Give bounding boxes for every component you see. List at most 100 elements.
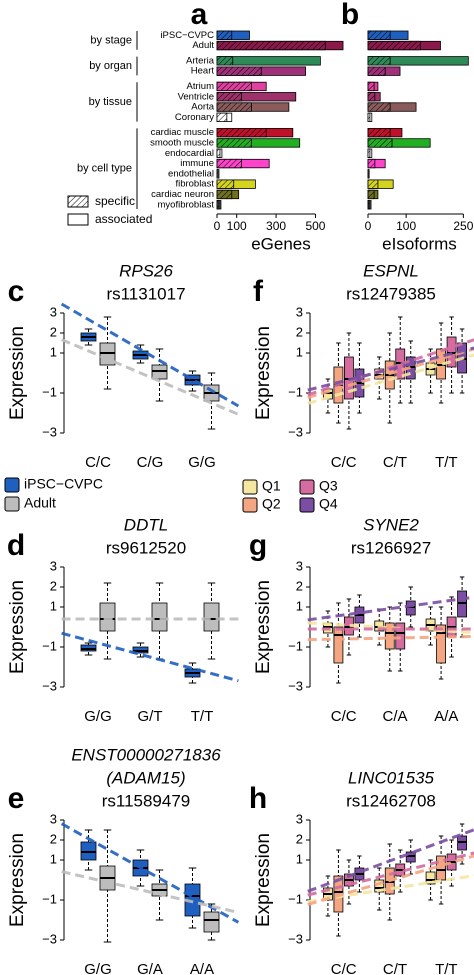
y-tick-label: −1 — [42, 891, 57, 906]
fit-line — [307, 338, 474, 397]
y-axis-label: Expression — [253, 326, 274, 420]
hatch-overlay — [217, 128, 267, 137]
box — [384, 622, 395, 650]
legend-label: Q3 — [319, 478, 338, 494]
x-tick-label: 300 — [266, 219, 286, 233]
y-tick-label: −3 — [42, 424, 57, 439]
y-tick-label: 1 — [50, 344, 57, 359]
hatch-overlay — [368, 92, 375, 101]
y-tick-label: −1 — [288, 384, 303, 399]
box — [333, 626, 344, 664]
panel-title: RPS26 — [119, 261, 173, 280]
category-label: cardiac muscle — [151, 127, 214, 138]
y-tick-label: 2 — [50, 324, 57, 339]
box — [436, 624, 446, 664]
x-tick-label: A/A — [190, 961, 214, 975]
x-tick-label: C/C — [85, 454, 111, 471]
fit-line — [307, 634, 474, 642]
category-label: Ventricle — [178, 91, 214, 102]
y-tick-label: −3 — [42, 931, 57, 946]
hatch-overlay — [368, 56, 391, 66]
y-tick-label: 1 — [296, 344, 303, 359]
box — [395, 622, 406, 650]
panel-title: ESPNL — [363, 261, 419, 280]
y-axis-label: Expression — [253, 833, 274, 927]
hatch-overlay — [368, 179, 378, 189]
panel-title: LINC01535 — [348, 768, 435, 787]
panel-letter: e — [8, 782, 25, 815]
x-tick-label: C/T — [383, 454, 407, 471]
legend-swatch — [299, 497, 315, 513]
legend-label: Q2 — [262, 496, 281, 512]
hatch-overlay — [217, 41, 326, 50]
y-axis-label: Expression — [253, 580, 274, 674]
category-label: immune — [180, 158, 214, 169]
fit-line — [61, 631, 239, 683]
legend-swatch — [299, 479, 315, 495]
x-tick-label: C/C — [331, 961, 357, 975]
hatch-overlay — [217, 82, 252, 91]
hatch-overlay — [217, 200, 219, 209]
x-tick-label: G/A — [137, 961, 163, 975]
x-tick-label: G/G — [188, 454, 216, 471]
panel-title: ENST00000271836 — [71, 745, 221, 764]
x-tick-label: T/T — [191, 708, 214, 725]
fit-line — [307, 347, 474, 399]
panel-subtitle: rs12462708 — [346, 791, 436, 810]
category-label: Atrium — [187, 81, 215, 92]
hatch-overlay — [217, 102, 252, 112]
panel-subtitle: rs12479385 — [346, 284, 436, 303]
category-label: endothelial — [168, 168, 214, 179]
hatch-overlay — [368, 138, 393, 148]
y-tick-label: 2 — [50, 831, 57, 846]
legend-label: associated — [95, 212, 152, 226]
panel-subtitle: rs11589479 — [102, 791, 191, 810]
y-tick-label: 2 — [296, 831, 303, 846]
hatch-overlay — [368, 113, 370, 122]
y-tick-label: 1 — [50, 598, 57, 613]
x-tick-label: 250 — [453, 219, 473, 233]
panel-letter: a — [191, 0, 208, 31]
legend-swatch — [242, 479, 258, 495]
y-tick-label: 3 — [50, 304, 57, 319]
x-tick-label: 500 — [305, 219, 325, 233]
hatch-overlay — [217, 179, 234, 189]
y-tick-label: 1 — [296, 598, 303, 613]
category-label: Adult — [192, 40, 214, 51]
x-tick-label: T/T — [435, 961, 458, 975]
hatch-overlay — [217, 169, 218, 179]
x-tick-label: A/A — [434, 708, 458, 725]
y-tick-label: 1 — [50, 851, 57, 866]
legend-swatch — [4, 496, 20, 512]
hatch-overlay — [368, 159, 375, 168]
legend-swatch — [4, 477, 20, 493]
legend-label: Q1 — [262, 478, 281, 494]
hatch-overlay — [217, 149, 220, 158]
panel-subtitle: rs1131017 — [106, 284, 185, 303]
legend-hatch — [67, 195, 89, 208]
legend-swatch — [242, 497, 258, 513]
fit-line — [307, 595, 474, 622]
group-label: by organ — [89, 60, 132, 72]
box — [203, 911, 220, 933]
box — [99, 602, 116, 632]
box — [425, 871, 436, 885]
y-tick-label: −3 — [288, 678, 303, 693]
category-label: endocardial — [165, 148, 214, 159]
panel-subtitle: rs9612520 — [106, 538, 186, 557]
category-label: iPSC−CVPC — [160, 30, 214, 41]
fit-line — [307, 854, 474, 906]
box — [203, 602, 220, 632]
panel-letter: g — [249, 529, 267, 562]
x-tick-label: G/G — [84, 708, 112, 725]
fit-line — [60, 302, 240, 408]
hatch-overlay — [368, 82, 375, 91]
hatch-overlay — [368, 41, 421, 50]
y-tick-label: 2 — [50, 578, 57, 593]
y-tick-label: 3 — [296, 558, 303, 573]
category-label: myofibroblast — [158, 199, 215, 210]
hatch-overlay — [217, 92, 242, 101]
y-tick-label: −3 — [288, 424, 303, 439]
hatch-overlay — [368, 31, 391, 40]
box — [151, 602, 168, 632]
